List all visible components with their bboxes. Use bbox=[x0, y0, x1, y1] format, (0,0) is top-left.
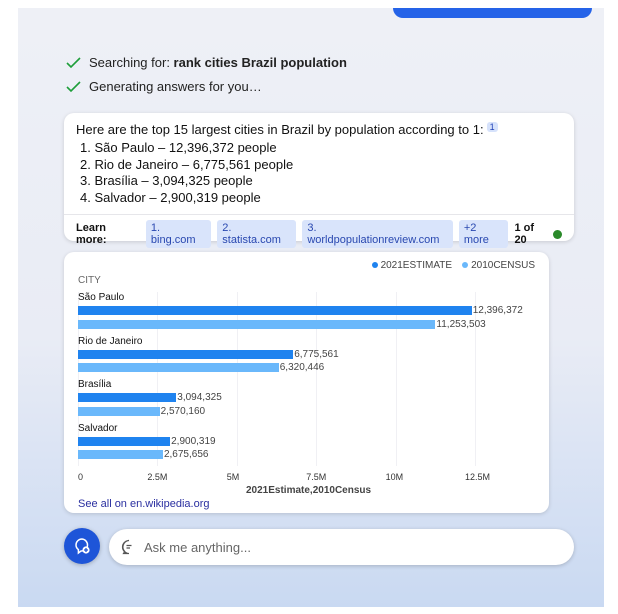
category-label: São Paulo bbox=[78, 292, 125, 303]
x-tick-label: 12.5M bbox=[465, 472, 491, 482]
bar-2021estimate[interactable] bbox=[78, 393, 177, 402]
learn-more-row: Learn more: 1. bing.com 2. statista.com … bbox=[76, 220, 562, 248]
bar-2021estimate[interactable] bbox=[78, 306, 472, 315]
list-item: 4. Salvador – 2,900,319 people bbox=[80, 190, 261, 206]
x-axis-title: 2021Estimate,2010Census bbox=[246, 485, 372, 496]
category-axis-label: CITY bbox=[78, 275, 101, 286]
answer-card: Here are the top 15 largest cities in Br… bbox=[64, 113, 574, 248]
check-icon bbox=[66, 56, 81, 68]
bar-2010census[interactable] bbox=[78, 406, 160, 416]
legend-item: 2021ESTIMATE bbox=[371, 260, 452, 271]
gridline bbox=[78, 292, 79, 466]
data-label: 11,253,503 bbox=[436, 318, 486, 330]
bar-2010census[interactable] bbox=[78, 319, 436, 329]
source-link-statista[interactable]: 2. statista.com bbox=[217, 220, 297, 248]
category-label: Rio de Janeiro bbox=[78, 335, 143, 347]
category-label: Salvador bbox=[78, 422, 118, 434]
gridline bbox=[157, 292, 159, 466]
divider bbox=[64, 214, 574, 215]
gridline bbox=[316, 292, 318, 466]
gridline bbox=[395, 292, 397, 466]
x-tick-label: 2.5M bbox=[147, 472, 168, 482]
data-label: 3,094,325 bbox=[177, 392, 222, 403]
source-link-bing[interactable]: 1. bing.com bbox=[145, 220, 212, 248]
bar-2010census[interactable] bbox=[78, 363, 279, 372]
x-tick-label: 5M bbox=[226, 472, 240, 482]
answer-intro: Here are the top 15 largest cities in Br… bbox=[76, 122, 498, 137]
bar-2021estimate[interactable] bbox=[78, 349, 294, 359]
category-label: Brasília bbox=[78, 379, 112, 390]
x-tick-label: 7.5M bbox=[306, 472, 327, 482]
x-tick-label: 0 bbox=[78, 472, 84, 482]
status-dot-icon bbox=[553, 229, 562, 239]
new-chat-icon bbox=[75, 538, 90, 555]
wikipedia-link[interactable]: See all on en.wikipedia.org bbox=[78, 498, 210, 510]
gridline bbox=[475, 292, 476, 466]
ask-placeholder: Ask me anything... bbox=[144, 539, 251, 555]
ask-input[interactable]: Ask me anything... bbox=[109, 529, 574, 565]
legend-dot-icon bbox=[462, 262, 469, 268]
check-icon bbox=[66, 80, 81, 92]
answer-list: 1. São Paulo – 12,396,372 people 2. Rio … bbox=[80, 140, 293, 207]
user-message-bubble bbox=[393, 8, 592, 18]
more-sources-button[interactable]: +2 more bbox=[458, 220, 509, 248]
legend-item: 2010CENSUS bbox=[462, 260, 535, 271]
x-tick-label: 10M bbox=[385, 472, 404, 482]
citation-badge[interactable]: 1 bbox=[486, 122, 498, 132]
chat-bubble-icon bbox=[121, 539, 132, 555]
chart-card: 0 2.5M 5M 7.5M 10M 12.5M 2021ESTIMATE 2010CEN… bbox=[64, 252, 549, 513]
source-link-worldpopulationreview[interactable]: 3. worldpopulationreview.com bbox=[302, 220, 453, 248]
data-label: 2,675,656 bbox=[163, 449, 209, 460]
list-item: 1. São Paulo – 12,396,372 people bbox=[80, 140, 277, 155]
data-label: 6,775,561 bbox=[294, 348, 339, 360]
data-label: 2,900,319 bbox=[171, 435, 216, 447]
gridline bbox=[236, 292, 238, 466]
data-label: 12,396,372 bbox=[472, 305, 523, 316]
list-item: 2. Rio de Janeiro – 6,775,561 people bbox=[80, 156, 294, 172]
list-item: 3. Brasília – 3,094,325 people bbox=[80, 173, 253, 189]
response-count: 1 of 20 bbox=[514, 222, 562, 246]
legend-dot-icon bbox=[371, 262, 378, 268]
progress-generating: Generating answers for you… bbox=[66, 79, 262, 94]
bar-2010census[interactable] bbox=[78, 450, 163, 459]
data-label: 2,570,160 bbox=[160, 405, 206, 417]
bar-2021estimate[interactable] bbox=[78, 436, 171, 446]
legend: 2021ESTIMATE 2010CENSUS bbox=[371, 260, 535, 271]
progress-searching: Searching for: rank cities Brazil popula… bbox=[66, 55, 347, 70]
new-topic-button[interactable] bbox=[64, 528, 100, 564]
data-label: 6,320,446 bbox=[279, 362, 325, 373]
